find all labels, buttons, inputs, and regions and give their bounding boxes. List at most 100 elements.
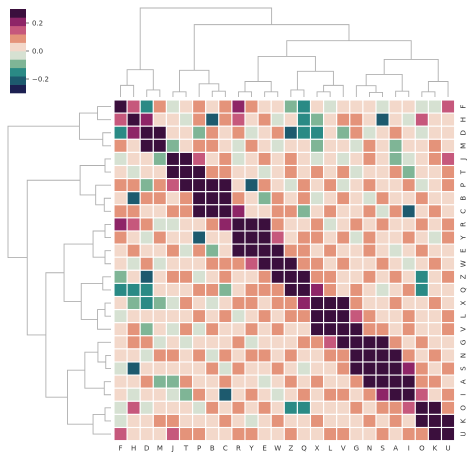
row-dendrogram-link bbox=[104, 407, 111, 422]
heatmap-cell-U-G bbox=[349, 426, 364, 442]
heatmap-cell-M-K bbox=[427, 138, 443, 153]
heatmap-cell-X-Z bbox=[283, 295, 298, 311]
heatmap-cell-A-Z bbox=[283, 374, 298, 389]
heatmap-cell-L-S bbox=[375, 309, 390, 324]
heatmap-cell-O-L bbox=[323, 400, 338, 415]
heatmap-cell-O-U bbox=[440, 400, 456, 415]
heatmap-cell-R-T bbox=[178, 217, 194, 232]
heatmap-cell-X-K bbox=[427, 295, 443, 311]
heatmap-cell-V-W bbox=[270, 322, 285, 337]
y-tick-label-V: V bbox=[460, 327, 468, 332]
heatmap-cell-P-C bbox=[218, 178, 233, 193]
col-dendrogram-link bbox=[395, 90, 410, 97]
heatmap-cell-M-Z bbox=[283, 138, 298, 153]
heatmap-cell-N-W bbox=[270, 348, 285, 363]
heatmap-cell-O-P bbox=[192, 400, 207, 415]
heatmap-cell-E-V bbox=[336, 243, 351, 258]
heatmap-cell-T-W bbox=[270, 164, 285, 180]
col-dendrogram-link bbox=[365, 73, 403, 92]
x-tick-label-Z: Z bbox=[288, 445, 293, 453]
heatmap-cell-F-B bbox=[205, 99, 220, 114]
row-dendrogram bbox=[7, 106, 111, 435]
heatmap-cell-R-G bbox=[349, 217, 364, 232]
heatmap-cell-U-O bbox=[414, 426, 429, 442]
col-dendrogram-link bbox=[139, 7, 273, 70]
heatmap-cell-O-A bbox=[388, 400, 403, 415]
heatmap-cell-S-I bbox=[401, 361, 416, 376]
heatmap-cell-E-E bbox=[257, 243, 272, 258]
heatmap-cell-W-B bbox=[205, 256, 220, 271]
heatmap-cell-C-M bbox=[152, 204, 167, 219]
heatmap-cell-J-X bbox=[309, 151, 325, 167]
heatmap-cell-M-M bbox=[152, 138, 167, 153]
heatmap-cell-R-K bbox=[427, 217, 443, 232]
heatmap-cell-D-I bbox=[401, 125, 416, 140]
heatmap-cell-R-Z bbox=[283, 217, 298, 232]
heatmap-cell-H-P bbox=[192, 112, 207, 127]
heatmap-cell-I-O bbox=[414, 387, 429, 402]
heatmap-cell-N-N bbox=[362, 348, 377, 363]
heatmap-cell-N-I bbox=[401, 348, 416, 363]
heatmap-cell-K-Y bbox=[244, 413, 259, 429]
y-tick-label-M: M bbox=[460, 143, 468, 149]
heatmap-cell-F-H bbox=[126, 99, 141, 114]
heatmap-cell-Y-C bbox=[218, 230, 233, 245]
heatmap-cell-Z-Y bbox=[244, 269, 259, 284]
heatmap-cell-W-W bbox=[270, 256, 285, 271]
heatmap-cell-T-D bbox=[139, 164, 154, 180]
heatmap-cell-X-V bbox=[336, 295, 351, 311]
heatmap-cell-Q-U bbox=[440, 282, 456, 298]
y-tick-labels: F H D M J T P B C R Y E W Z Q X L V G N S A I O K U bbox=[460, 105, 468, 437]
heatmap-cell-W-C bbox=[218, 256, 233, 271]
heatmap-cell-J-F bbox=[113, 151, 128, 167]
heatmap-cell-W-M bbox=[152, 256, 167, 271]
heatmap-cell-E-U bbox=[440, 243, 456, 258]
heatmap-cell-G-D bbox=[139, 335, 154, 350]
heatmap-cell-R-Q bbox=[296, 217, 312, 232]
heatmap-cell-E-H bbox=[126, 243, 141, 258]
heatmap-cell-S-U bbox=[440, 361, 456, 376]
heatmap-cell-U-X bbox=[309, 426, 325, 442]
heatmap-cell-F-L bbox=[323, 99, 338, 114]
heatmap-cell-J-C bbox=[218, 151, 233, 167]
heatmap-cell-C-G bbox=[349, 204, 364, 219]
colorbar-segment bbox=[10, 76, 26, 85]
heatmap-cell-R-D bbox=[139, 217, 154, 232]
heatmap-cell-X-T bbox=[178, 295, 194, 311]
heatmap-cell-I-J bbox=[165, 387, 181, 402]
heatmap-cell-P-N bbox=[362, 178, 377, 193]
heatmap-cell-I-X bbox=[309, 387, 325, 402]
col-dendrogram-link bbox=[369, 92, 383, 97]
x-tick-label-V: V bbox=[341, 445, 346, 453]
heatmap-cell-G-H bbox=[126, 335, 141, 350]
heatmap-cell-M-F bbox=[113, 138, 128, 153]
heatmap-cell-M-Y bbox=[244, 138, 259, 153]
heatmap-cell-T-L bbox=[323, 164, 338, 180]
heatmap-cell-H-T bbox=[178, 112, 194, 127]
heatmap-cell-X-D bbox=[139, 295, 154, 311]
heatmap-cell-J-U bbox=[440, 151, 456, 167]
heatmap-cell-H-U bbox=[440, 112, 456, 127]
heatmap-cell-Q-I bbox=[401, 282, 416, 298]
x-tick-label-B: B bbox=[210, 445, 215, 453]
heatmap-cell-G-F bbox=[113, 335, 128, 350]
heatmap-cell-P-M bbox=[152, 178, 167, 193]
heatmap-cell-V-A bbox=[388, 322, 403, 337]
y-tick-label-F: F bbox=[460, 105, 468, 109]
x-tick-label-U: U bbox=[445, 445, 450, 453]
heatmap-cell-K-H bbox=[126, 413, 141, 429]
heatmap-cell-H-O bbox=[414, 112, 429, 127]
heatmap-cell-T-G bbox=[349, 164, 364, 180]
heatmap-cell-N-Z bbox=[283, 348, 298, 363]
heatmap-cell-N-R bbox=[231, 348, 246, 363]
heatmap-cell-A-L bbox=[323, 374, 338, 389]
heatmap-cell-R-F bbox=[113, 217, 128, 232]
row-dendrogram-link bbox=[104, 250, 111, 265]
heatmap-cell-X-U bbox=[440, 295, 456, 311]
col-dendrogram-link bbox=[146, 89, 161, 97]
heatmap-cell-Q-A bbox=[388, 282, 403, 298]
heatmap-cell-K-O bbox=[414, 413, 429, 429]
heatmap-cell-H-F bbox=[113, 112, 128, 127]
heatmap-cell-C-H bbox=[126, 204, 141, 219]
heatmap-cell-A-G bbox=[349, 374, 364, 389]
